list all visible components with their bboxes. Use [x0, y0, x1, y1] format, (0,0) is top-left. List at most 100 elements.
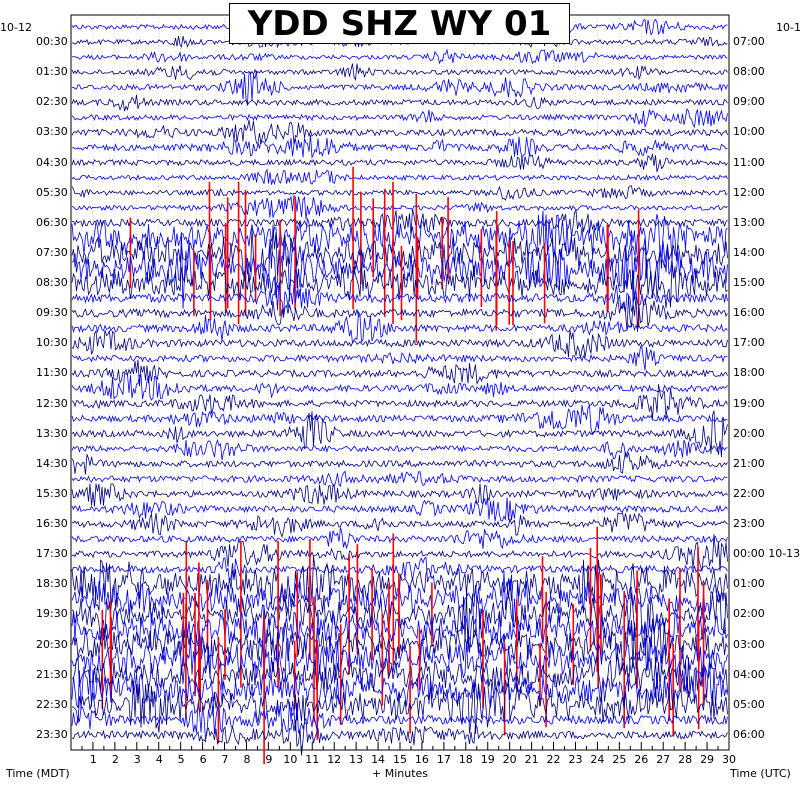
- x-tick-label: 24: [590, 753, 605, 766]
- x-tick-label: 12: [327, 753, 342, 766]
- x-tick-label: 9: [265, 753, 273, 766]
- x-tick-label: 1: [89, 753, 97, 766]
- trace-27: [71, 404, 728, 436]
- x-tick-label: 6: [199, 753, 207, 766]
- trace-33: [71, 497, 728, 522]
- right-time-label: 02:00: [733, 607, 765, 621]
- x-tick-label: 20: [502, 753, 517, 766]
- left-time-label: 16:30: [36, 517, 68, 531]
- chart-title: YDD SHZ WY 01: [229, 3, 570, 44]
- trace-12: [71, 185, 728, 201]
- x-tick-label: 29: [700, 753, 715, 766]
- trace-18: [71, 258, 728, 309]
- right-time-label: 04:00: [733, 667, 765, 681]
- right-time-label: 10:00: [733, 125, 765, 139]
- left-time-label: 01:30: [36, 65, 68, 79]
- x-tick-label: 7: [221, 753, 229, 766]
- left-time-label: 15:30: [36, 486, 68, 500]
- x-tick-label: 22: [546, 753, 561, 766]
- left-time-label: 17:30: [36, 547, 68, 561]
- x-tick-label: 8: [243, 753, 251, 766]
- trace-23: [71, 345, 728, 371]
- x-tick-label: 23: [568, 753, 583, 766]
- trace-21: [71, 311, 728, 345]
- left-time-label: 02:30: [36, 95, 68, 109]
- trace-36: [71, 534, 728, 572]
- trace-44: [71, 655, 728, 702]
- trace-47: [71, 700, 728, 740]
- right-time-label: 03:00: [733, 637, 765, 651]
- left-time-label: 19:30: [36, 607, 68, 621]
- trace-42: [71, 618, 728, 673]
- right-time-label: 22:00: [733, 486, 765, 500]
- trace-31: [71, 470, 728, 488]
- x-tick-label: 16: [414, 753, 429, 766]
- x-tick-label: 30: [722, 753, 736, 766]
- x-tick-label: 19: [480, 753, 495, 766]
- trace-25: [71, 373, 728, 401]
- right-time-label: 20:00: [733, 426, 765, 440]
- trace-11: [71, 168, 728, 186]
- trace-14: [71, 208, 728, 237]
- trace-13: [71, 194, 728, 220]
- trace-3: [71, 48, 728, 65]
- left-time-label: 13:30: [36, 426, 68, 440]
- left-axis-label: Time (MDT): [6, 767, 70, 780]
- right-time-label: 17:00: [733, 336, 765, 350]
- left-time-label: 14:30: [36, 456, 68, 470]
- x-axis-label: + Minutes: [372, 767, 429, 780]
- right-time-label: 07:00: [733, 35, 765, 49]
- x-tick-label: 26: [634, 753, 649, 766]
- x-tick-label: 13: [349, 753, 364, 766]
- right-time-label: 11:00: [733, 155, 765, 169]
- trace-30: [71, 451, 728, 475]
- trace-22: [71, 329, 728, 359]
- x-tick-label: 27: [656, 753, 671, 766]
- trace-19: [71, 282, 728, 315]
- left-time-label: 11:30: [36, 366, 68, 380]
- x-tick-label: 11: [305, 753, 320, 766]
- date-label-left: 10-12: [0, 21, 32, 34]
- right-axis-label: Time (UTC): [730, 767, 791, 780]
- left-time-label: 07:30: [36, 245, 68, 259]
- trace-9: [71, 134, 728, 159]
- trace-39: [71, 570, 728, 629]
- trace-40: [71, 588, 728, 652]
- x-tick-label: 14: [371, 753, 386, 766]
- trace-8: [71, 119, 728, 145]
- right-time-label: 09:00: [733, 95, 765, 109]
- x-tick-label: 21: [524, 753, 539, 766]
- trace-37: [71, 556, 728, 583]
- left-time-label: 04:30: [36, 155, 68, 169]
- right-time-label: 05:00: [733, 697, 765, 711]
- left-time-label: 21:30: [36, 667, 68, 681]
- seismic-traces: [71, 18, 728, 765]
- trace-20: [71, 295, 728, 332]
- right-time-label: 06:00: [733, 727, 765, 741]
- right-time-label: 15:00: [733, 276, 765, 290]
- trace-17: [71, 232, 728, 309]
- trace-46: [71, 679, 728, 735]
- x-tick-label: 3: [133, 753, 141, 766]
- trace-35: [71, 527, 728, 550]
- right-time-label: 12:00: [733, 185, 765, 199]
- x-tick-label: 18: [458, 753, 473, 766]
- trace-26: [71, 384, 728, 419]
- left-time-label: 08:30: [36, 276, 68, 290]
- left-time-label: 23:30: [36, 727, 68, 741]
- trace-10: [71, 152, 728, 173]
- x-tick-label: 28: [678, 753, 693, 766]
- x-tick-label: 4: [155, 753, 163, 766]
- trace-29: [71, 438, 728, 460]
- x-tick-label: 17: [436, 753, 451, 766]
- x-tick-label: 2: [111, 753, 119, 766]
- x-axis-ticks: [70, 742, 730, 750]
- left-time-label: 03:30: [36, 125, 68, 139]
- right-time-label: 16:00: [733, 306, 765, 320]
- left-time-label: 12:30: [36, 396, 68, 410]
- trace-38: [71, 556, 728, 614]
- right-time-label: 21:00: [733, 456, 765, 470]
- right-time-label: 19:00: [733, 396, 765, 410]
- right-time-label: 13:00: [733, 215, 765, 229]
